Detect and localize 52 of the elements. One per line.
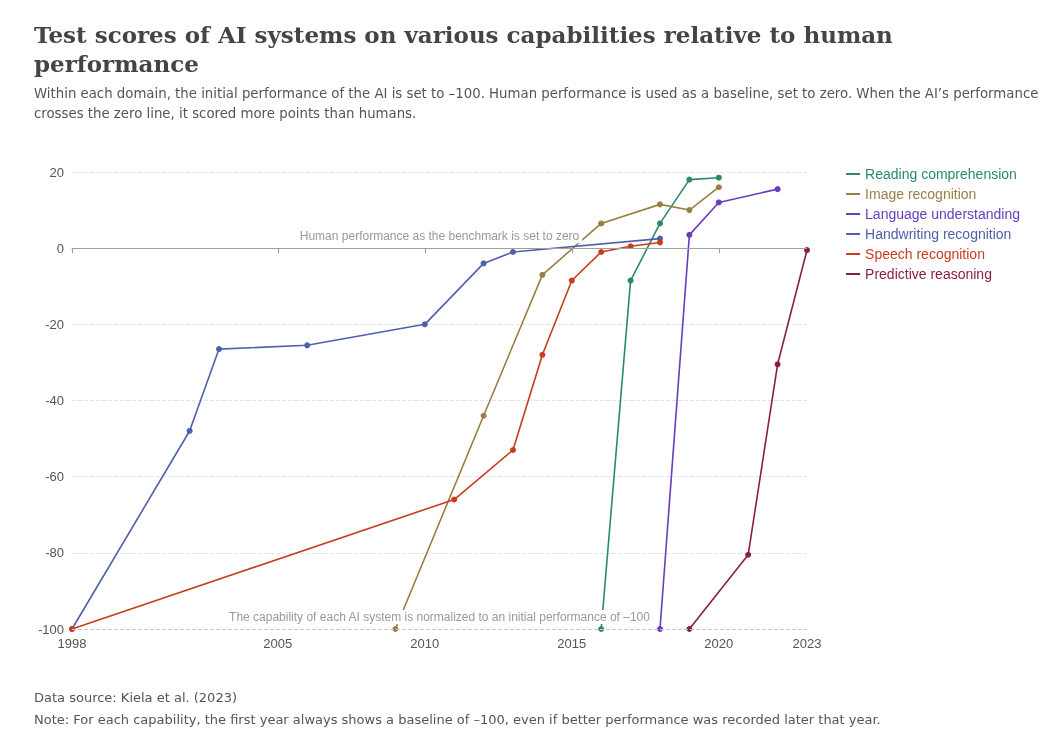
x-tick-label: 2023 — [792, 636, 822, 651]
point — [657, 220, 663, 227]
source-note: Data source: Kiela et al. (2023) — [34, 690, 237, 705]
point — [715, 199, 722, 206]
point — [686, 176, 693, 183]
point — [745, 551, 752, 558]
point — [657, 239, 663, 246]
point — [480, 412, 487, 419]
x-tick-label: 2005 — [263, 636, 293, 651]
point — [598, 248, 605, 255]
point — [686, 207, 693, 214]
point — [598, 220, 605, 227]
chart-subtitle: Within each domain, the initial performance of the AI is set to –100. Human performance is used as a baseline, set to zero. When the AI’s performance crosses the zero line, it scored more points than humans. — [34, 85, 1040, 123]
point — [715, 184, 722, 191]
text: Note: For each capability, the first year always shows a baseline of –100, even if better performance was recorded later that year. — [34, 712, 881, 727]
point — [510, 447, 516, 454]
point — [451, 496, 458, 503]
x-tick-label: 2010 — [410, 636, 440, 651]
y-tick-label: -80 — [45, 545, 64, 561]
point — [715, 174, 722, 181]
legend-label: Speech recognition — [865, 246, 985, 262]
y-tick-label: -40 — [45, 393, 64, 408]
x-tick-label: 2015 — [557, 636, 587, 651]
y-tick-label: -60 — [45, 469, 64, 485]
point — [539, 271, 546, 278]
legend-label: Handwriting recognition — [865, 226, 1012, 242]
y-tick-label: 0 — [56, 240, 64, 256]
y-tick-label: -20 — [45, 316, 64, 332]
x-tick-label: 2020 — [704, 636, 734, 651]
point — [421, 321, 428, 328]
point — [510, 248, 516, 255]
point — [480, 260, 487, 267]
legend-label: Predictive reasoning — [865, 266, 992, 282]
point — [216, 346, 222, 353]
point — [539, 351, 546, 358]
y-tick-label: 20 — [49, 164, 64, 180]
ref-line-label: Human performance as the benchmark is set to zero — [299, 229, 580, 244]
chart-title: Test scores of AI systems on various capabilities relative to human performance — [34, 20, 894, 78]
point — [657, 201, 663, 208]
point — [568, 277, 575, 284]
ref-line-label: The capability of each AI system is normalized to an initial performance of –100 — [229, 610, 651, 624]
legend-label: Image recognition — [865, 186, 977, 202]
point — [774, 186, 781, 193]
legend-label: Language understanding — [865, 206, 1021, 222]
x-tick-label: 1998 — [57, 636, 87, 651]
point — [627, 277, 634, 284]
point — [186, 427, 193, 434]
point — [774, 361, 781, 368]
legend-label: Reading comprehension — [865, 166, 1017, 182]
point — [304, 342, 311, 349]
point — [686, 231, 693, 238]
y-tick-label: -100 — [37, 621, 64, 637]
